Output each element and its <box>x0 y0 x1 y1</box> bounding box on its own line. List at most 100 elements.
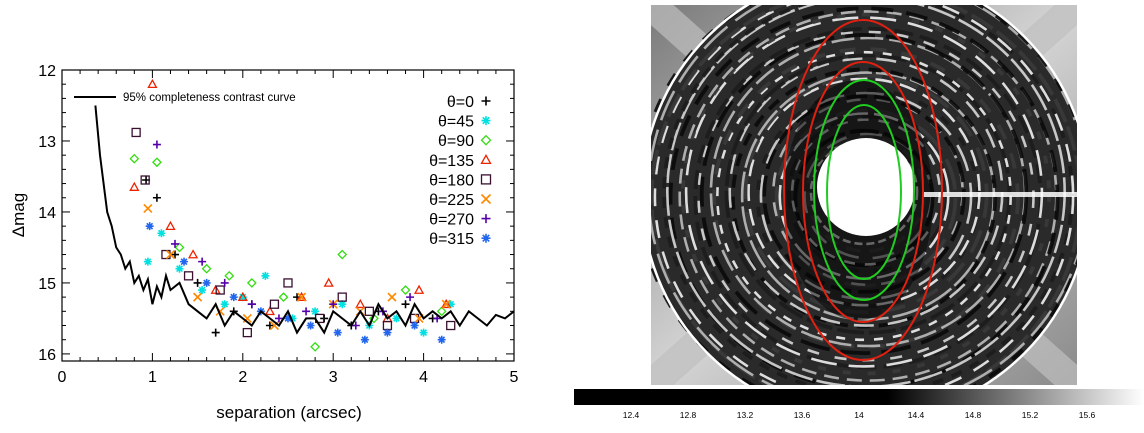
x-tick-label: 2 <box>238 369 247 386</box>
data-point <box>441 298 452 309</box>
data-point <box>329 300 338 309</box>
data-point <box>337 292 347 302</box>
data-point <box>288 314 297 323</box>
disk-image-svg: 12.4 12.8 13.2 13.6 14 14.4 14.8 15.2 15.6 <box>574 5 1144 420</box>
contrast-scatter-plot: 0 1 2 3 4 5 12 13 14 15 16 separation (arcsec) Δma… <box>0 0 560 428</box>
legend-series-marker <box>481 96 491 106</box>
residual-ring <box>651 5 1077 385</box>
data-point <box>175 264 184 273</box>
legend-series-marker <box>481 214 491 224</box>
data-point <box>220 300 229 309</box>
outer-contour-red <box>783 19 943 361</box>
disk-image-panel: 12.4 12.8 13.2 13.6 14 14.4 14.8 15.2 15.6 <box>560 0 1144 428</box>
x-axis-label: separation (arcsec) <box>216 403 362 422</box>
data-point <box>143 203 153 213</box>
inner-contour-red <box>802 61 924 323</box>
data-point <box>446 300 455 309</box>
data-point <box>140 175 150 185</box>
data-point <box>129 181 140 191</box>
y-tick-label: 15 <box>38 276 56 293</box>
y-tick-label: 14 <box>38 205 56 222</box>
data-point <box>338 300 347 309</box>
data-point <box>364 306 375 316</box>
legend-series-label: θ=0 <box>447 94 474 111</box>
inner-contour-green <box>826 104 902 280</box>
data-point <box>129 153 140 164</box>
x-tick-label: 1 <box>148 369 157 386</box>
data-point <box>419 328 428 337</box>
legend-series-marker <box>481 116 491 126</box>
data-point <box>355 298 366 309</box>
data-point <box>198 257 207 266</box>
data-point <box>193 278 202 287</box>
data-point <box>187 249 199 259</box>
data-point <box>296 292 307 302</box>
data-point <box>383 328 392 337</box>
legend-series-marker <box>480 174 492 185</box>
data-point <box>247 300 256 309</box>
data-point <box>224 270 235 281</box>
data-point <box>351 321 360 330</box>
data-point <box>296 291 307 301</box>
data-point <box>145 222 154 231</box>
colorbar-tick-label: 13.2 <box>737 410 754 420</box>
data-point <box>360 335 369 344</box>
legend-series-label: θ=315 <box>429 231 474 248</box>
data-point <box>242 327 252 338</box>
legend-series-label: θ=180 <box>429 172 474 189</box>
data-point <box>202 278 211 287</box>
data-point <box>152 140 161 149</box>
data-point <box>180 257 189 266</box>
coronagraph-mask <box>817 138 915 236</box>
legend-series-marker <box>481 233 491 243</box>
data-point <box>446 320 456 331</box>
colorbar-ticks: 12.4 12.8 13.2 13.6 14 14.4 14.8 15.2 15.6 <box>623 410 1096 420</box>
colorbar-tick-label: 14.4 <box>908 410 925 420</box>
colorbar <box>574 389 1144 405</box>
data-point <box>269 299 280 309</box>
colorbar-tick-label: 14.8 <box>965 410 982 420</box>
legend-series-marker <box>480 193 492 205</box>
legend-series-label: θ=135 <box>429 153 474 170</box>
contrast-curve-line <box>94 105 515 335</box>
x-tick-label: 3 <box>329 369 338 386</box>
y-tick-label: 12 <box>38 63 56 80</box>
legend-series-marker <box>480 134 492 146</box>
data-point <box>400 285 411 295</box>
legend-series-label: θ=225 <box>429 192 474 209</box>
colorbar-tick-label: 15.6 <box>1079 410 1096 420</box>
data-point <box>310 341 321 352</box>
data-point <box>147 78 158 89</box>
legend-series-marker <box>480 153 492 165</box>
data-point <box>165 249 176 260</box>
data-point <box>441 299 451 309</box>
y-tick-label: 13 <box>38 134 56 151</box>
data-point <box>406 293 415 302</box>
plot-frame <box>61 69 515 362</box>
colorbar-tick-label: 14 <box>854 410 864 420</box>
colorbar-tick-label: 15.2 <box>1022 410 1039 420</box>
legend: 95% completeness contrast curve θ=0 θ=45 θ… <box>74 92 492 248</box>
data-point <box>284 314 292 323</box>
data-point <box>302 307 311 316</box>
legend-series-label: θ=90 <box>438 133 474 150</box>
data-point <box>413 284 425 294</box>
residual-ring <box>668 6 1060 385</box>
outer-contour-green <box>813 79 915 301</box>
data-point <box>131 127 141 138</box>
y-axis-label: Δmag <box>9 193 28 237</box>
data-point <box>265 321 274 330</box>
legend-curve-label: 95% completeness contrast curve <box>123 92 296 104</box>
data-point <box>165 220 176 230</box>
data-point <box>278 292 289 303</box>
residual-ring <box>712 47 1020 349</box>
data-point <box>152 157 162 168</box>
data-point <box>306 321 315 330</box>
data-point <box>387 292 397 302</box>
data-point <box>401 300 410 309</box>
data-point <box>220 278 229 287</box>
data-point <box>229 293 238 302</box>
colorbar-tick-label: 13.6 <box>794 410 811 420</box>
x-tick-label: 0 <box>58 369 67 386</box>
